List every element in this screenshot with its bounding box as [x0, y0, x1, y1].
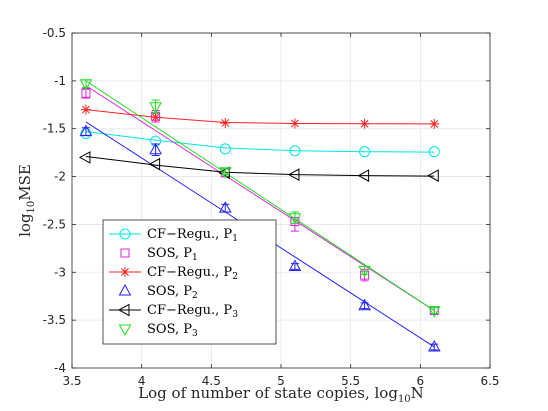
y-tick-label-3: -2.5 [43, 217, 66, 231]
series-5-point-3 [287, 168, 300, 182]
series-3-point-1 [150, 112, 161, 123]
legend-box [102, 219, 277, 345]
series-3-point-5 [429, 118, 440, 129]
legend-label-3: CF−Regu., P2 [147, 265, 238, 282]
x-tick-label-5: 6 [417, 374, 425, 388]
x-tick-label-1: 4 [138, 374, 146, 388]
x-tick-label-4: 5.5 [341, 374, 360, 388]
series-6-point-3 [288, 213, 302, 225]
legend-item-6: SOS, P3 [118, 322, 198, 339]
legend-marker-6 [118, 324, 132, 337]
series-6-errorbar-2 [221, 168, 230, 176]
legend-label-4: SOS, P2 [147, 284, 198, 301]
x-axis-label-subscript: 10 [398, 394, 411, 405]
y-axis-label: log10MSE [16, 164, 37, 237]
series-3-point-0 [80, 104, 91, 115]
x-tick-label-6: 6.5 [480, 374, 499, 388]
series-1-point-4 [359, 146, 371, 158]
y-tick-label-5: -1.5 [43, 122, 66, 136]
legend-label-2: SOS, P1 [147, 246, 198, 263]
y-axis-label-subscript: 10 [26, 201, 37, 214]
x-tick-label-0: 3.5 [62, 374, 81, 388]
series-4-point-0 [79, 124, 93, 137]
legend: CF−Regu., P1 SOS, P1 CF−Regu., P2 SOS, P2 CF… [102, 219, 277, 345]
series-1-point-3 [289, 145, 301, 157]
ticks: 3.5 4 4.5 5 5.5 6 6.5 -4 -3.5 -3 -2.5 -2 -1.5 -1 -0.5 [43, 26, 500, 388]
series-4-point-2 [218, 201, 232, 213]
series-3-point-2 [220, 117, 231, 128]
series-6-point-4 [358, 265, 371, 278]
series-4-errorbar-5 [430, 343, 439, 351]
legend-item-2: SOS, P1 [120, 246, 198, 263]
series-4-errorbar-3 [290, 263, 299, 270]
legend-item-5: CF−Regu., P3 [109, 303, 238, 320]
legend-item-4: SOS, P2 [118, 283, 198, 301]
y-tick-label-6: -1 [54, 74, 66, 88]
series-4-point-4 [358, 298, 371, 311]
legend-label-1: CF−Regu., P1 [147, 227, 238, 244]
series-1-point-5 [428, 146, 440, 158]
legend-item-3: CF−Regu., P2 [109, 265, 238, 282]
legend-label-6: SOS, P3 [147, 322, 198, 339]
series-5-fit-line [85, 155, 435, 177]
series-3-fit-line [85, 109, 435, 125]
legend-label-5: CF−Regu., P3 [147, 303, 238, 320]
series-4-point-5 [427, 339, 441, 352]
series-5-point-1 [148, 157, 161, 171]
series-1-fit-line [85, 131, 435, 153]
series-6-point-0 [79, 79, 93, 91]
series-6-fit-line [85, 80, 435, 311]
fit-lines [85, 80, 435, 348]
series-4-errorbar-4 [360, 302, 369, 310]
x-tick-label-2: 4.5 [202, 374, 221, 388]
series-4-point-3 [288, 259, 302, 272]
series-6-point-1 [149, 102, 162, 114]
series-6-errorbar-5 [430, 307, 439, 314]
series-1-point-2 [219, 143, 231, 155]
legend-marker-5 [117, 303, 130, 317]
y-tick-label-4: -2 [54, 170, 66, 184]
series-5-point-0 [78, 151, 91, 164]
series-5-point-5 [427, 169, 439, 182]
y-tick-label-0: -4 [54, 361, 66, 375]
legend-marker-1 [119, 228, 131, 240]
y-tick-label-1: -3.5 [43, 313, 66, 327]
legend-item-1: CF−Regu., P1 [109, 227, 238, 244]
series-5-point-4 [357, 169, 370, 182]
y-axis-label-tail: MSE [16, 164, 34, 201]
series-6-point-5 [427, 306, 441, 318]
legend-marker-2 [120, 248, 130, 258]
series-4-point-1 [149, 142, 162, 155]
series-2-fit-line [85, 85, 435, 311]
x-tick-label-3: 5 [277, 374, 285, 388]
series-3-point-4 [359, 118, 370, 129]
legend-marker-3 [120, 267, 130, 277]
y-tick-label-2: -3 [54, 265, 66, 279]
series-3-point-3 [289, 118, 300, 129]
x-axis-label: Log of number of state copies, log10N [138, 384, 424, 405]
data-markers [78, 79, 441, 352]
legend-marker-4 [118, 283, 132, 296]
y-tick-label-7: -0.5 [43, 26, 66, 40]
series-6-point-2 [218, 167, 232, 179]
x-axis-label-tail: N [411, 384, 424, 402]
